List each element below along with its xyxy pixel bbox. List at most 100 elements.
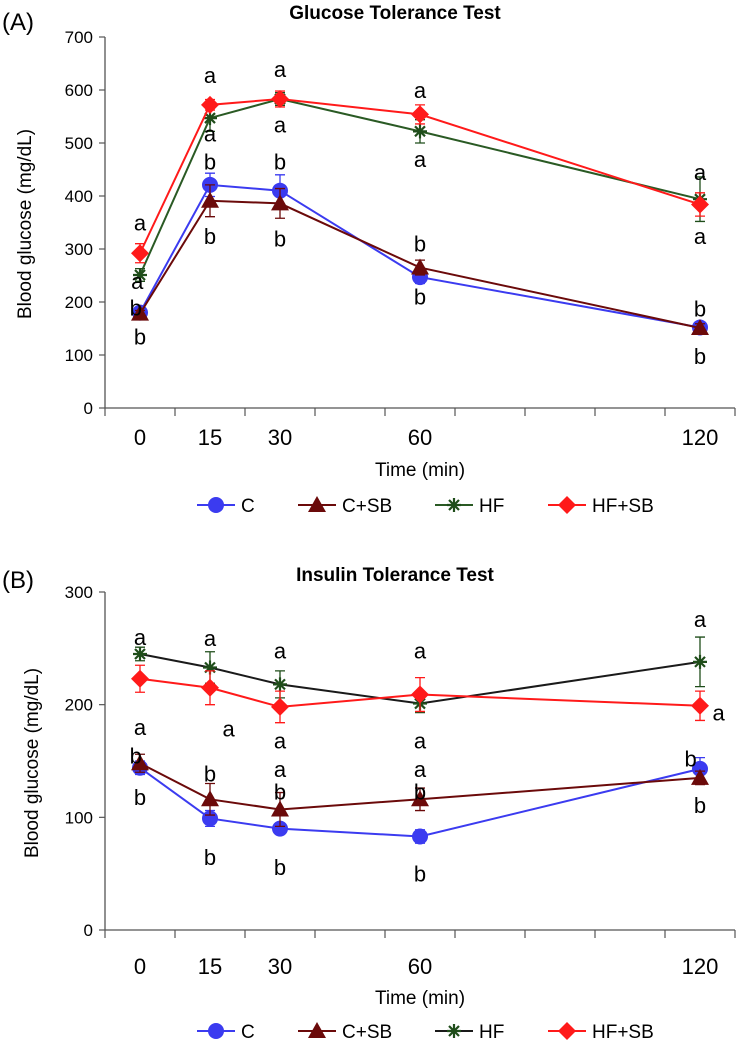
panel-b-data-point (411, 685, 429, 704)
panel-b-data-point (271, 800, 289, 817)
panel-b-data-point (692, 760, 708, 777)
panel-a-significance-letter: b (694, 344, 706, 369)
panel-b-label: (B) (2, 567, 34, 594)
panel-b-data-point (411, 790, 429, 807)
panel-a-legend-item: C (197, 496, 255, 517)
panel-a-significance-letter: b (130, 295, 142, 320)
panel-a-legend-item: HF (435, 496, 504, 517)
panel-b-ylabel: Blood glucose (mg/dL) (22, 668, 43, 858)
panel-a-series-hf-plus-sb (131, 90, 709, 264)
panel-a-significance-letter: a (204, 121, 217, 146)
panel-a-significance-letter: b (694, 296, 706, 321)
panel-b-legend-marker (447, 1024, 461, 1038)
panel-a-xtick-label: 0 (134, 425, 146, 450)
panel-b-xtick-label: 30 (268, 954, 292, 979)
panel-a-legend-marker (558, 496, 576, 514)
panel-b-data-point (693, 654, 707, 669)
panel-b-xtick-label: 60 (408, 954, 432, 979)
panel-a-significance-letter: b (134, 324, 146, 349)
panel-b-significance-letter: a (134, 625, 147, 650)
panel-b-legend-label: C (241, 1022, 255, 1043)
panel-b-significance-letter: b (414, 779, 426, 804)
panel-b-legend-label: C+SB (342, 1022, 392, 1043)
panel-a-label: (A) (2, 9, 34, 36)
panel-a-data-point (411, 258, 429, 275)
panel-a-legend-item: C+SB (298, 496, 392, 517)
panel-a-significance-letter: a (204, 63, 217, 88)
panel-a-significance-letter: a (694, 160, 707, 185)
panel-b-legend-label: HF (479, 1022, 504, 1043)
panel-b-title: Insulin Tolerance Test (296, 565, 494, 586)
panel-a-significance-letter: b (204, 224, 216, 249)
panel-b-data-point (203, 660, 217, 675)
panel-b-significance-letter: a (414, 639, 427, 664)
panel-b-significance-letter: a (223, 716, 236, 741)
panel-a-data-point (201, 95, 219, 114)
panel-b-data-point (201, 790, 219, 807)
panel-a-data-point (203, 111, 217, 126)
panel-b-data-point (273, 677, 287, 692)
panel-a-data-point (271, 90, 289, 109)
panel-a-significance-letter: b (414, 232, 426, 257)
panel-b-data-point (272, 820, 288, 837)
panel-a-ytick-label: 400 (65, 187, 93, 206)
panel-b-significance-letter: a (134, 715, 147, 740)
panel-b-significance-letter: a (274, 639, 287, 664)
panel-a-ytick-label: 200 (65, 293, 93, 312)
panel-a-ytick-label: 0 (84, 399, 93, 418)
panel-a-significance-letter: b (204, 150, 216, 175)
panel-a-significance-letter: a (274, 57, 287, 82)
panel-b-data-point (691, 768, 709, 785)
panel-b-significance-letter: a (694, 607, 707, 632)
panel-b-data-point (131, 754, 149, 771)
panel-a-significance-letter: a (131, 269, 144, 294)
panel-a-significance-letter: b (274, 150, 286, 175)
panel-b-significance-letter: b (694, 793, 706, 818)
panel-b-ytick-label: 100 (65, 808, 93, 827)
panel-a-significance-letter: a (694, 224, 707, 249)
panel-b-data-point (201, 678, 219, 697)
panel-b-data-point (691, 696, 709, 715)
panel-b-legend-item: C+SB (298, 1022, 392, 1043)
panel-b-data-point (412, 828, 428, 845)
panel-b-legend-marker (308, 1022, 326, 1038)
panel-b-legend: C C+SB HF HF+SB (197, 1022, 654, 1043)
panel-a-legend-label: HF+SB (592, 496, 654, 517)
panel-b-legend-item: HF (435, 1022, 504, 1043)
panel-a-legend: C C+SB HF HF+SB (197, 496, 654, 517)
panel-a-data-point (133, 267, 147, 282)
panel-a-ytick-label: 300 (65, 240, 93, 259)
panel-b-legend-item: C (197, 1022, 255, 1043)
panel-b-xtick-label: 15 (198, 954, 222, 979)
panel-a-significance-letter: a (414, 147, 427, 172)
panel-b-data-point (133, 646, 147, 661)
panel-b-significance-letter: a (274, 729, 287, 754)
panel-a-legend-label: C+SB (342, 496, 392, 517)
panel-b-significance-letter: b (414, 862, 426, 887)
panel-a-ytick-label: 600 (65, 81, 93, 100)
panel-b-significance-letter: b (130, 743, 142, 768)
panel-a-legend-label: C (241, 496, 255, 517)
panel-a-data-point (691, 195, 709, 214)
panel-b-significance-letter: a (414, 729, 427, 754)
panel-a-xtick-label: 30 (268, 425, 292, 450)
panel-b-xtick-label: 0 (134, 954, 146, 979)
panel-a-data-point (201, 191, 219, 208)
panel-b-legend-marker (558, 1022, 576, 1040)
panel-a-xlabel: Time (min) (375, 460, 465, 481)
panel-b-significance-letter: b (274, 779, 286, 804)
panel-b-significance-letter: a (204, 626, 217, 651)
panel-a-significance-letter: a (414, 78, 427, 103)
panel-b-significance-letter: b (685, 747, 697, 772)
panel-b-legend-label: HF+SB (592, 1022, 654, 1043)
panel-b-data-point (131, 669, 149, 688)
panel-a-data-point (131, 304, 149, 321)
panel-b-ytick-label: 300 (65, 583, 93, 602)
panel-a-significance-letter: b (274, 226, 286, 251)
panel-a-ytick-label: 100 (65, 346, 93, 365)
panel-b-xtick-label: 120 (682, 954, 719, 979)
panel-a-xtick-label: 15 (198, 425, 222, 450)
